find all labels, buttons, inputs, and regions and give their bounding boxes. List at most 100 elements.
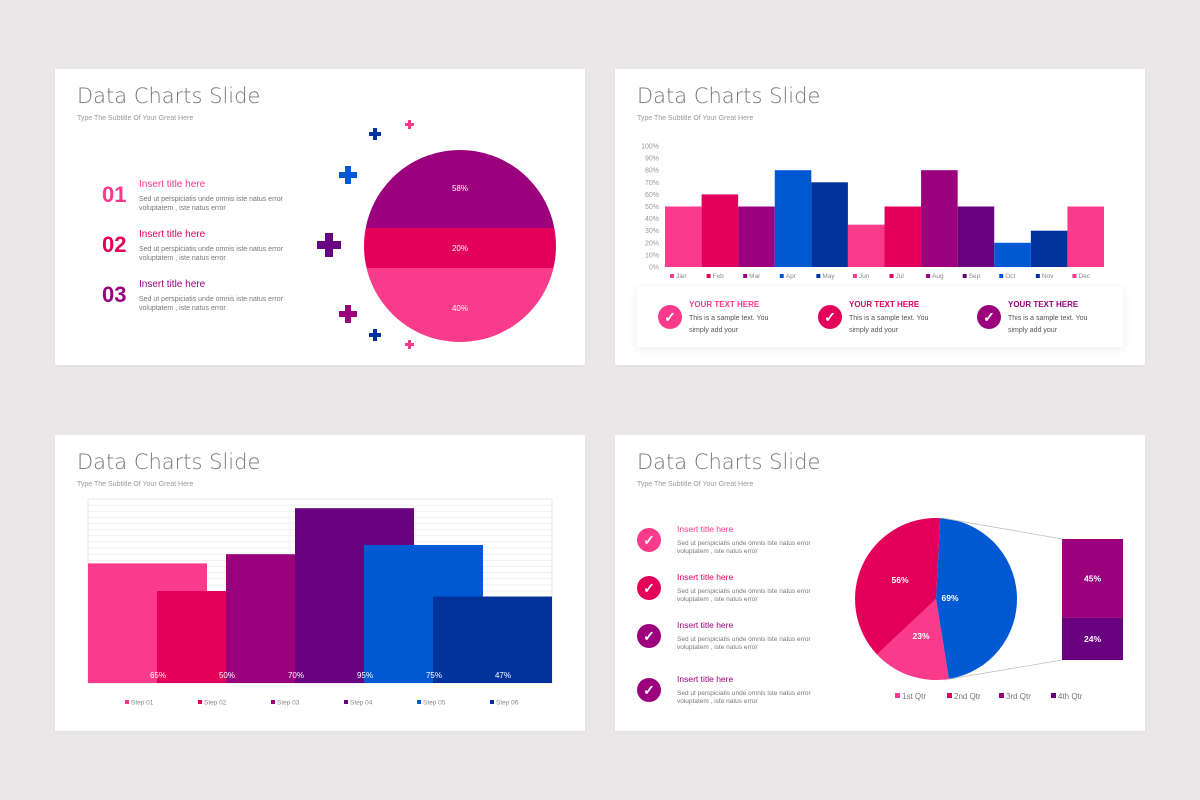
band-20 xyxy=(364,228,556,268)
card-text: This is a sample text. You simply add yo… xyxy=(1008,315,1088,334)
band-circle-chart: 58% 20% 40% xyxy=(317,120,556,349)
data-label: 95% xyxy=(357,671,373,680)
legend-label: Feb xyxy=(713,273,725,280)
card-title: YOUR TEXT HERE xyxy=(1008,300,1079,309)
connector-line xyxy=(943,659,1063,681)
check-circle-icon: ✓ xyxy=(658,305,682,329)
item-desc: Sed ut perspiciatis unde omnis iste natu… xyxy=(677,540,811,555)
slide-title: Data Charts Slide xyxy=(77,84,261,108)
bar-may xyxy=(811,182,848,267)
item-desc: Sed ut perspiciatis unde omnis iste natu… xyxy=(677,588,811,603)
plus-icon xyxy=(369,329,381,341)
legend-label: Step 05 xyxy=(423,700,446,707)
plus-icon xyxy=(405,340,414,349)
check-circle-icon: ✓ xyxy=(637,576,661,600)
legend-label: Sep xyxy=(969,273,981,280)
y-tick-label: 40% xyxy=(645,216,659,223)
item-desc: Sed ut perspiciatis unde omnis iste natu… xyxy=(139,296,283,312)
legend-swatch xyxy=(779,274,784,278)
item-desc: Sed ut perspiciatis unde omnis iste natu… xyxy=(677,636,811,651)
band-label: 20% xyxy=(452,244,468,253)
bar-jan xyxy=(665,206,702,267)
card-text: This is a sample text. You simply add yo… xyxy=(849,315,929,334)
item-title: Insert title here xyxy=(139,279,206,290)
legend-label: Step 06 xyxy=(496,700,519,707)
y-tick-label: 90% xyxy=(645,156,659,163)
y-tick-label: 60% xyxy=(645,192,659,199)
item-number: 02 xyxy=(102,232,127,257)
monthly-bar-chart: 0% 10% 20% 30% 40% 50% 60% 70% 80% 90% 100% Jan Feb M… xyxy=(641,144,1104,280)
legend-label: Jun xyxy=(859,273,870,280)
plus-icon xyxy=(369,128,381,140)
bar-sep xyxy=(957,206,995,267)
step-bar-chart: 65% Step 01 50% Step 02 70% Step 03 95% Step 04… xyxy=(87,498,553,707)
bar-nov xyxy=(1030,230,1068,267)
legend-label: Aug xyxy=(932,273,944,280)
check-circle-icon: ✓ xyxy=(818,305,842,329)
legend-label: 2nd Qtr xyxy=(954,692,981,701)
bar-of-pie-chart: 69% 23% 56% 45% 24% 1st Qtr 2nd Qtr 3rd Qtr 4th … xyxy=(855,517,1123,701)
legend-label: Nov xyxy=(1042,273,1054,280)
slide-subtitle: Type The Subtitle Of Your Great Here xyxy=(77,115,194,122)
legend-label: 1st Qtr xyxy=(902,692,926,701)
bar-label: 24% xyxy=(1084,634,1101,644)
item-desc: Sed ut perspiciatis unde omnis iste natu… xyxy=(139,246,283,262)
legend-swatch xyxy=(670,274,674,278)
check-circle-icon: ✓ xyxy=(637,678,661,702)
card-title: YOUR TEXT HERE xyxy=(689,300,760,309)
legend-swatch xyxy=(743,274,748,278)
bar-mar xyxy=(738,206,775,267)
plus-icon xyxy=(339,166,357,184)
pie-slice xyxy=(936,518,1017,679)
item-title: Insert title here xyxy=(139,179,206,190)
item-desc: Sed ut perspiciatis unde omnis iste natu… xyxy=(677,690,811,705)
plus-icon xyxy=(317,233,341,257)
legend-swatch xyxy=(417,700,421,704)
legend-swatch xyxy=(344,700,348,704)
legend-swatch xyxy=(271,700,275,704)
legend-label: 4th Qtr xyxy=(1058,692,1083,701)
slide-subtitle: Type The Subtitle Of Your Great Here xyxy=(77,481,194,488)
legend-label: Oct xyxy=(1005,273,1015,280)
legend-swatch xyxy=(706,274,711,278)
legend-swatch xyxy=(198,700,202,704)
pie-slice xyxy=(876,599,949,680)
item-desc: Sed ut perspiciatis unde omnis iste natu… xyxy=(139,196,283,212)
bar-oct xyxy=(994,242,1031,267)
legend-swatch xyxy=(947,693,952,698)
legend-swatch xyxy=(999,693,1004,698)
card-text: This is a sample text. You simply add yo… xyxy=(689,315,769,334)
band-label: 40% xyxy=(452,304,468,313)
slide-subtitle: Type The Subtitle Of Your Great Here xyxy=(637,481,754,488)
info-card: ✓ YOUR TEXT HERE This is a sample text. … xyxy=(637,287,1123,347)
band-40 xyxy=(364,268,556,342)
bar-label: 45% xyxy=(1084,573,1101,583)
data-label: 47% xyxy=(495,671,511,680)
bar-dec xyxy=(1067,206,1104,267)
legend-swatch xyxy=(889,274,894,278)
plus-icon xyxy=(339,305,357,323)
legend-swatch xyxy=(895,693,900,698)
bar-jul xyxy=(884,206,922,267)
bar-segment xyxy=(1062,617,1123,660)
plus-icon xyxy=(405,120,414,129)
slice-label: 56% xyxy=(891,575,908,585)
legend-swatch xyxy=(999,274,1004,278)
legend-label: Step 02 xyxy=(204,700,227,707)
legend-swatch xyxy=(490,700,494,704)
card-title: YOUR TEXT HERE xyxy=(849,300,920,309)
item-title: Insert title here xyxy=(677,620,734,630)
data-label: 70% xyxy=(288,671,304,680)
data-label: 75% xyxy=(426,671,442,680)
slice-label: 69% xyxy=(941,593,958,603)
slide-title: Data Charts Slide xyxy=(637,450,821,474)
legend-label: Step 01 xyxy=(131,700,154,707)
slide-title: Data Charts Slide xyxy=(637,84,821,108)
legend-label: May xyxy=(822,273,835,280)
legend-swatch xyxy=(1035,274,1040,278)
bar-feb xyxy=(701,194,739,267)
item-title: Insert title here xyxy=(677,524,734,534)
slice-label: 23% xyxy=(912,631,929,641)
legend-label: 3rd Qtr xyxy=(1006,692,1031,701)
legend-swatch xyxy=(1072,274,1077,278)
